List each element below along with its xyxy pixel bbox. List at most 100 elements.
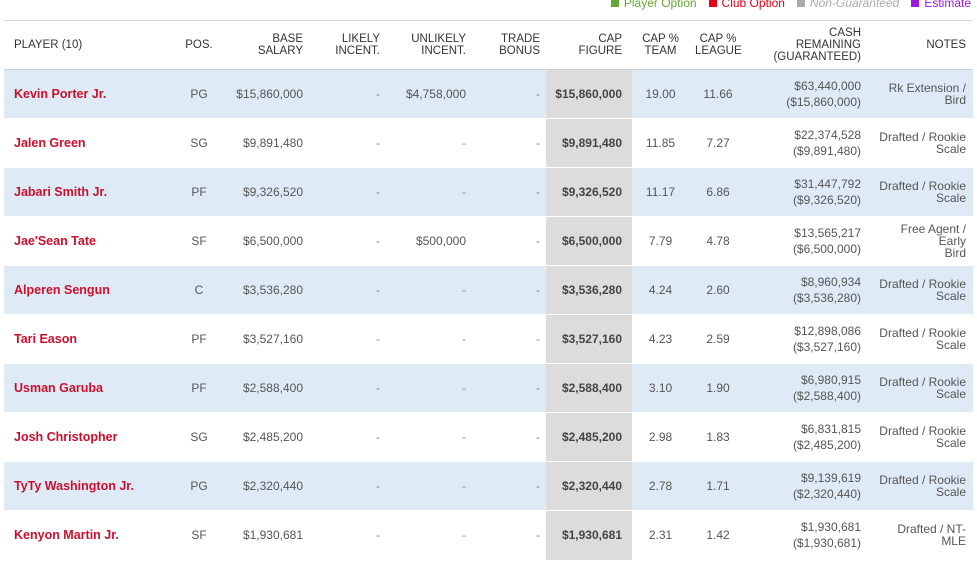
- col-header-cash-remaining[interactable]: CASH REMAINING (GUARANTEED): [747, 20, 867, 70]
- cash-guaranteed-value: ($9,891,480): [792, 144, 861, 158]
- position-cell: SF: [168, 216, 230, 266]
- cap-figure-cell: $2,588,400: [546, 363, 632, 413]
- cash-remaining-value: $13,565,217: [794, 226, 861, 240]
- legend-swatch-icon: [708, 0, 717, 7]
- cap-pct-league-cell: 2.60: [689, 265, 747, 315]
- player-name-link[interactable]: Jae'Sean Tate: [14, 234, 96, 248]
- cap-pct-team-cell: 2.78: [632, 461, 689, 511]
- likely-incentive-cell: -: [309, 461, 386, 511]
- legend-item: Estimate: [911, 0, 971, 10]
- notes-line: Drafted / Rookie: [879, 326, 966, 340]
- notes-line: Drafted / Rookie: [879, 473, 966, 487]
- cap-pct-league-cell: 1.90: [689, 363, 747, 413]
- notes-line: Drafted / Rookie: [879, 130, 966, 144]
- position-cell: SF: [168, 510, 230, 560]
- table-row: Kenyon Martin Jr. SF $1,930,681 - - - $1…: [4, 510, 973, 560]
- table-row: Alperen Sengun C $3,536,280 - - - $3,536…: [4, 265, 973, 315]
- likely-incentive-cell: -: [309, 510, 386, 560]
- player-name-link[interactable]: Usman Garuba: [14, 381, 103, 395]
- notes-line: Drafted / Rookie: [879, 277, 966, 291]
- col-header-unlikely-incentives[interactable]: UNLIKELY INCENT.: [386, 20, 472, 70]
- player-cell: Jae'Sean Tate: [4, 216, 168, 266]
- unlikely-incentive-cell: -: [386, 118, 472, 168]
- col-header-line: REMAINING: [795, 39, 861, 51]
- notes-cell: Drafted / Rookie Scale: [867, 118, 973, 168]
- col-header-cap-figure[interactable]: CAP FIGURE: [546, 20, 632, 70]
- col-header-player[interactable]: PLAYER (10): [4, 20, 168, 70]
- player-name-link[interactable]: Tari Eason: [14, 332, 77, 346]
- cap-pct-team-cell: 7.79: [632, 216, 689, 266]
- base-salary-cell: $2,485,200: [230, 412, 309, 462]
- col-header-cap-pct-league[interactable]: CAP % LEAGUE: [689, 20, 747, 70]
- player-name-link[interactable]: Jalen Green: [14, 136, 86, 150]
- cap-pct-league-cell: 6.86: [689, 167, 747, 217]
- base-salary-cell: $1,930,681: [230, 510, 309, 560]
- notes-line: Scale: [935, 387, 966, 401]
- col-header-line: CASH: [829, 27, 861, 39]
- cap-pct-team-cell: 3.10: [632, 363, 689, 413]
- legend-item: Club Option: [708, 0, 785, 10]
- player-name-link[interactable]: Jabari Smith Jr.: [14, 185, 108, 199]
- cap-pct-team-cell: 4.23: [632, 314, 689, 364]
- notes-line: Rk Extension /: [888, 81, 966, 95]
- col-header-trade-bonus[interactable]: TRADE BONUS: [472, 20, 546, 70]
- table-row: Tari Eason PF $3,527,160 - - - $3,527,16…: [4, 314, 973, 364]
- col-header-line: CAP %: [699, 33, 737, 45]
- player-cell: Tari Eason: [4, 314, 168, 364]
- position-cell: SG: [168, 412, 230, 462]
- legend-swatch-icon: [796, 0, 805, 7]
- notes-line: Scale: [935, 289, 966, 303]
- cash-remaining-cell: $6,831,815 ($2,485,200): [747, 412, 867, 462]
- cap-figure-cell: $1,930,681: [546, 510, 632, 560]
- col-header-line: LIKELY: [341, 33, 380, 45]
- notes-line: Drafted / Rookie: [879, 179, 966, 193]
- col-header-likely-incentives[interactable]: LIKELY INCENT.: [309, 20, 386, 70]
- cap-figure-cell: $2,320,440: [546, 461, 632, 511]
- notes-cell: Rk Extension / Bird: [867, 70, 973, 119]
- player-name-link[interactable]: Alperen Sengun: [14, 283, 110, 297]
- player-name-link[interactable]: Josh Christopher: [14, 430, 118, 444]
- cap-pct-league-cell: 2.59: [689, 314, 747, 364]
- trade-bonus-cell: -: [472, 118, 546, 168]
- cap-pct-league-cell: 1.83: [689, 412, 747, 462]
- unlikely-incentive-cell: $4,758,000: [405, 87, 466, 101]
- col-header-line: CAP %: [642, 33, 679, 45]
- cash-remaining-cell: $31,447,792 ($9,326,520): [747, 167, 867, 217]
- notes-line: Scale: [935, 485, 966, 499]
- notes-cell: Drafted / Rookie Scale: [867, 412, 973, 462]
- notes-line: Scale: [935, 436, 966, 450]
- player-name-link[interactable]: TyTy Washington Jr.: [14, 479, 134, 493]
- player-cell: Kevin Porter Jr.: [4, 70, 168, 119]
- unlikely-incentive-cell: -: [386, 167, 472, 217]
- position-cell: PF: [168, 314, 230, 364]
- table-row: Jalen Green SG $9,891,480 - - - $9,891,4…: [4, 118, 973, 168]
- col-header-cap-pct-team[interactable]: CAP % TEAM: [632, 20, 689, 70]
- player-name-link[interactable]: Kevin Porter Jr.: [14, 87, 107, 101]
- cash-guaranteed-value: ($3,527,160): [792, 340, 861, 354]
- cap-pct-team-cell: 19.00: [645, 87, 676, 101]
- cap-figure-cell: $9,891,480: [546, 118, 632, 168]
- likely-incentive-cell: -: [309, 167, 386, 217]
- col-header-base-salary[interactable]: BASE SALARY: [230, 20, 309, 70]
- player-cell: Josh Christopher: [4, 412, 168, 462]
- trade-bonus-cell: -: [472, 167, 546, 217]
- player-name-link[interactable]: Kenyon Martin Jr.: [14, 528, 119, 543]
- unlikely-incentive-cell: -: [386, 510, 472, 560]
- cap-pct-team-cell: 2.31: [632, 510, 689, 560]
- table-row: Jae'Sean Tate SF $6,500,000 - $500,000 -…: [4, 216, 973, 266]
- likely-incentive-cell: -: [309, 118, 386, 168]
- cash-remaining-cell: $22,374,528 ($9,891,480): [747, 118, 867, 168]
- cash-remaining-cell: $13,565,217 ($6,500,000): [747, 216, 867, 266]
- col-header-notes[interactable]: NOTES: [867, 20, 973, 70]
- col-header-line: UNLIKELY: [411, 33, 466, 45]
- base-salary-cell: $9,891,480: [230, 118, 309, 168]
- cash-remaining-cell: $9,139,619 ($2,320,440): [747, 461, 867, 511]
- cash-remaining-cell: $12,898,086 ($3,527,160): [747, 314, 867, 364]
- contract-legend: Player Option Club Option Non-Guaranteed Es…: [599, 0, 971, 11]
- cash-remaining-cell: $63,440,000 ($15,860,000): [747, 70, 867, 119]
- notes-line: Free Agent / Early: [900, 222, 966, 248]
- base-salary-cell: $2,588,400: [230, 363, 309, 413]
- cap-pct-league-cell: 7.27: [689, 118, 747, 168]
- col-header-position[interactable]: POS.: [168, 20, 230, 70]
- cap-figure-cell: $9,326,520: [546, 167, 632, 217]
